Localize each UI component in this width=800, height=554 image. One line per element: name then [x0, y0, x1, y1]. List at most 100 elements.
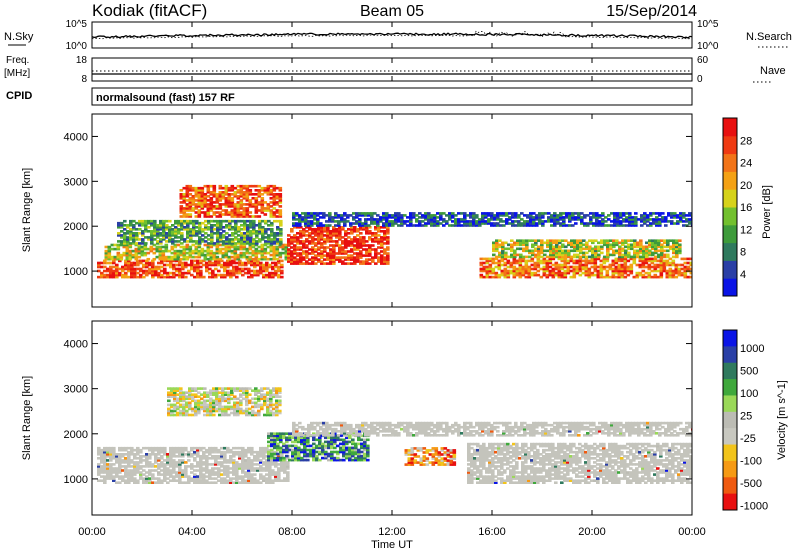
- heatmap-cell: [415, 224, 419, 227]
- heatmap-cell: [481, 220, 485, 223]
- heatmap-cell: [299, 242, 303, 245]
- heatmap-cell: [329, 250, 333, 253]
- heatmap-cell: [162, 228, 166, 231]
- heatmap-cell: [344, 244, 348, 247]
- heatmap-cell: [133, 267, 137, 271]
- heatmap-cell: [206, 407, 210, 411]
- heatmap-cell: [555, 243, 559, 247]
- heatmap-cell: [360, 438, 364, 442]
- heatmap-cell: [504, 241, 508, 245]
- heatmap-cell: [115, 263, 119, 267]
- heatmap-cell: [218, 387, 222, 390]
- heatmap-cell: [259, 448, 263, 452]
- heatmap-cell: [188, 255, 193, 259]
- heatmap-cell: [236, 253, 241, 257]
- heatmap-cell: [261, 226, 265, 229]
- heatmap-cell: [235, 467, 239, 470]
- heatmap-cell: [185, 245, 190, 249]
- heatmap-cell: [243, 221, 247, 225]
- heatmap-cell: [649, 224, 653, 227]
- heatmap-cell: [129, 238, 133, 241]
- heatmap-cell: [540, 249, 544, 253]
- heatmap-cell: [112, 446, 116, 450]
- heatmap-cell: [148, 455, 152, 458]
- heatmap-cell: [291, 458, 295, 462]
- heatmap-cell: [589, 222, 593, 225]
- heatmap-cell: [623, 269, 628, 273]
- heatmap-cell: [620, 275, 625, 279]
- heatmap-cell: [112, 469, 116, 472]
- heatmap-cell: [167, 395, 171, 398]
- heatmap-cell: [523, 224, 527, 227]
- heatmap-cell: [269, 184, 274, 188]
- heatmap-cell: [237, 242, 241, 245]
- heatmap-cell: [454, 224, 458, 227]
- heatmap-cell: [519, 243, 523, 247]
- heatmap-cell: [181, 275, 185, 279]
- heatmap-cell: [160, 269, 164, 273]
- heatmap-cell: [213, 242, 217, 245]
- heatmap-cell: [170, 395, 174, 398]
- heatmap-cell: [670, 214, 674, 217]
- heatmap-cell: [268, 273, 272, 277]
- heatmap-cell: [397, 220, 401, 223]
- heatmap-cell: [394, 218, 398, 221]
- heatmap-cell: [196, 481, 200, 484]
- heatmap-cell: [224, 255, 229, 259]
- heatmap-cell: [202, 473, 206, 476]
- heatmap-cell: [124, 259, 128, 263]
- heatmap-cell: [242, 255, 247, 259]
- heatmap-cell: [247, 271, 251, 275]
- heatmap-cell: [356, 254, 360, 257]
- heatmap-cell: [188, 391, 192, 394]
- heatmap-cell: [124, 471, 128, 474]
- heatmap-cell: [576, 243, 580, 247]
- heatmap-cell: [668, 257, 673, 261]
- heatmap-cell: [397, 218, 401, 221]
- heatmap-cell: [686, 275, 691, 279]
- heatmap-cell: [347, 256, 351, 259]
- heatmap-cell: [654, 251, 658, 255]
- heatmap-cell: [530, 259, 535, 263]
- heatmap-cell: [427, 222, 431, 225]
- heatmap-cell: [353, 262, 357, 265]
- heatmap-cell: [279, 234, 283, 237]
- heatmap-cell: [153, 230, 157, 233]
- heatmap-cell: [517, 220, 521, 223]
- heatmap-cell: [235, 269, 239, 273]
- heatmap-cell: [203, 215, 208, 218]
- heatmap-cell: [338, 230, 342, 233]
- heatmap-cell: [485, 267, 490, 271]
- heatmap-cell: [223, 481, 227, 484]
- heatmap-cell: [528, 255, 532, 259]
- heatmap-cell: [672, 255, 676, 259]
- heatmap-cell: [218, 207, 223, 210]
- heatmap-cell: [209, 391, 213, 394]
- nsearch-tick-bottom: 10^0: [697, 41, 719, 52]
- heatmap-cell: [221, 405, 225, 409]
- heatmap-cell: [362, 242, 366, 245]
- heatmap-cell: [197, 409, 201, 413]
- heatmap-cell: [186, 240, 190, 243]
- heatmap-cell: [578, 257, 583, 261]
- heatmap-cell: [321, 444, 325, 448]
- heatmap-cell: [529, 220, 533, 223]
- heatmap-cell: [632, 275, 637, 279]
- heatmap-cell: [260, 245, 265, 249]
- heatmap-cell: [362, 244, 366, 247]
- heatmap-cell: [332, 232, 336, 235]
- heatmap-cell: [293, 248, 297, 251]
- heatmap-cell: [165, 226, 169, 229]
- heatmap-cell: [409, 214, 413, 217]
- heatmap-cell: [595, 222, 599, 225]
- heatmap-cell: [370, 214, 374, 217]
- heatmap-cell: [574, 212, 578, 215]
- heatmap-cell: [602, 259, 607, 263]
- heatmap-cell: [671, 261, 676, 265]
- heatmap-cell: [549, 241, 553, 245]
- heatmap-cell: [236, 245, 241, 249]
- heatmap-cell: [542, 257, 547, 261]
- heatmap-cell: [169, 446, 173, 450]
- heatmap-cell: [135, 236, 139, 239]
- heatmap-cell: [120, 234, 124, 237]
